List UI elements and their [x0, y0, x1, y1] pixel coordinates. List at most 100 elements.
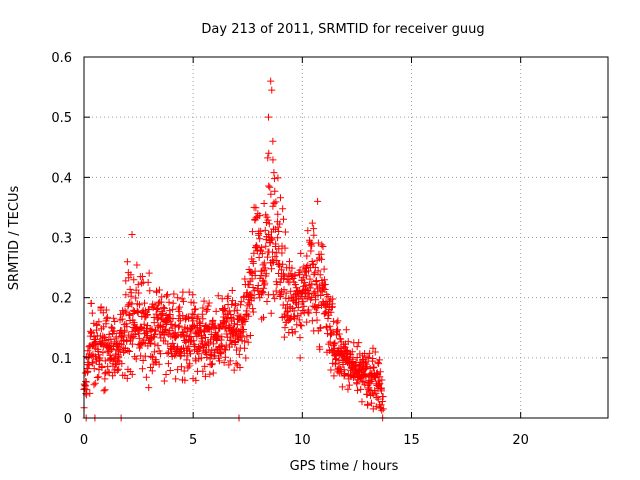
data-point [270, 199, 278, 207]
data-point [280, 215, 288, 223]
data-point [306, 275, 314, 283]
data-point [259, 313, 267, 321]
y-tick-label: 0.4 [51, 171, 72, 186]
data-point [176, 317, 184, 325]
data-point [140, 299, 148, 307]
data-point [314, 239, 322, 247]
data-point [260, 284, 268, 292]
data-point [281, 228, 289, 236]
data-point [198, 335, 206, 343]
y-tick-label: 0.6 [51, 51, 72, 66]
data-point [331, 339, 339, 347]
data-point [328, 330, 336, 338]
data-point [274, 223, 282, 231]
data-point [139, 356, 147, 364]
y-tick-label: 0.5 [51, 111, 72, 126]
data-point [366, 349, 374, 357]
data-point [199, 367, 207, 375]
data-point [98, 339, 106, 347]
data-point [154, 342, 162, 350]
data-point [326, 338, 334, 346]
data-point [170, 290, 178, 298]
data-point [278, 249, 286, 257]
data-point [258, 250, 266, 258]
data-point [297, 249, 305, 257]
data-point [280, 333, 288, 341]
data-point [97, 303, 105, 311]
data-point [177, 363, 185, 371]
data-point [256, 212, 264, 220]
data-point [127, 271, 135, 279]
data-point [206, 350, 214, 358]
data-point [138, 279, 146, 287]
data-point [250, 249, 258, 257]
data-point [233, 346, 241, 354]
data-point [255, 253, 263, 261]
data-point [256, 294, 264, 302]
data-point [221, 325, 229, 333]
data-point [145, 384, 153, 392]
data-point [233, 306, 241, 314]
data-point [330, 340, 338, 348]
data-point [375, 356, 383, 364]
data-points [80, 77, 387, 422]
data-point [276, 194, 284, 202]
data-point [143, 310, 151, 318]
data-point [335, 330, 343, 338]
data-point [154, 305, 162, 313]
data-point [341, 371, 349, 379]
data-point [205, 346, 213, 354]
data-point [133, 261, 141, 269]
data-point [353, 343, 361, 351]
data-point [169, 339, 177, 347]
data-point [87, 299, 95, 307]
data-point [267, 309, 275, 317]
data-point [109, 372, 117, 380]
data-point [308, 317, 316, 325]
data-point [187, 333, 195, 341]
data-point [296, 266, 304, 274]
data-point [291, 328, 299, 336]
data-point [101, 370, 109, 378]
data-point [191, 306, 199, 314]
data-point [318, 241, 326, 249]
data-point [358, 398, 366, 406]
data-point [302, 285, 310, 293]
data-point [248, 228, 256, 236]
data-point [281, 244, 289, 252]
data-point [212, 307, 220, 315]
data-point [166, 311, 174, 319]
data-point [172, 375, 180, 383]
data-point [166, 366, 174, 374]
data-point [220, 345, 228, 353]
data-point [259, 289, 267, 297]
data-point [118, 315, 126, 323]
data-point [227, 310, 235, 318]
data-point [95, 373, 103, 381]
data-point [92, 335, 100, 343]
x-tick-label: 5 [189, 433, 197, 448]
data-point [247, 291, 255, 299]
y-tick-label: 0.1 [51, 352, 72, 367]
data-point [337, 344, 345, 352]
data-point [324, 314, 332, 322]
data-point [88, 328, 96, 336]
data-point [276, 220, 284, 228]
data-point [269, 202, 277, 210]
data-point [274, 174, 282, 182]
data-point [269, 248, 277, 256]
data-point [300, 302, 308, 310]
data-point [298, 322, 306, 330]
data-point [265, 182, 273, 190]
data-point [229, 297, 237, 305]
data-point [256, 235, 264, 243]
data-point [252, 204, 260, 212]
data-point [378, 406, 386, 414]
data-point [345, 381, 353, 389]
data-point [230, 366, 238, 374]
data-point [101, 386, 109, 394]
data-point [188, 310, 196, 318]
data-point [269, 156, 277, 164]
data-point [260, 259, 268, 267]
data-point [84, 367, 92, 375]
